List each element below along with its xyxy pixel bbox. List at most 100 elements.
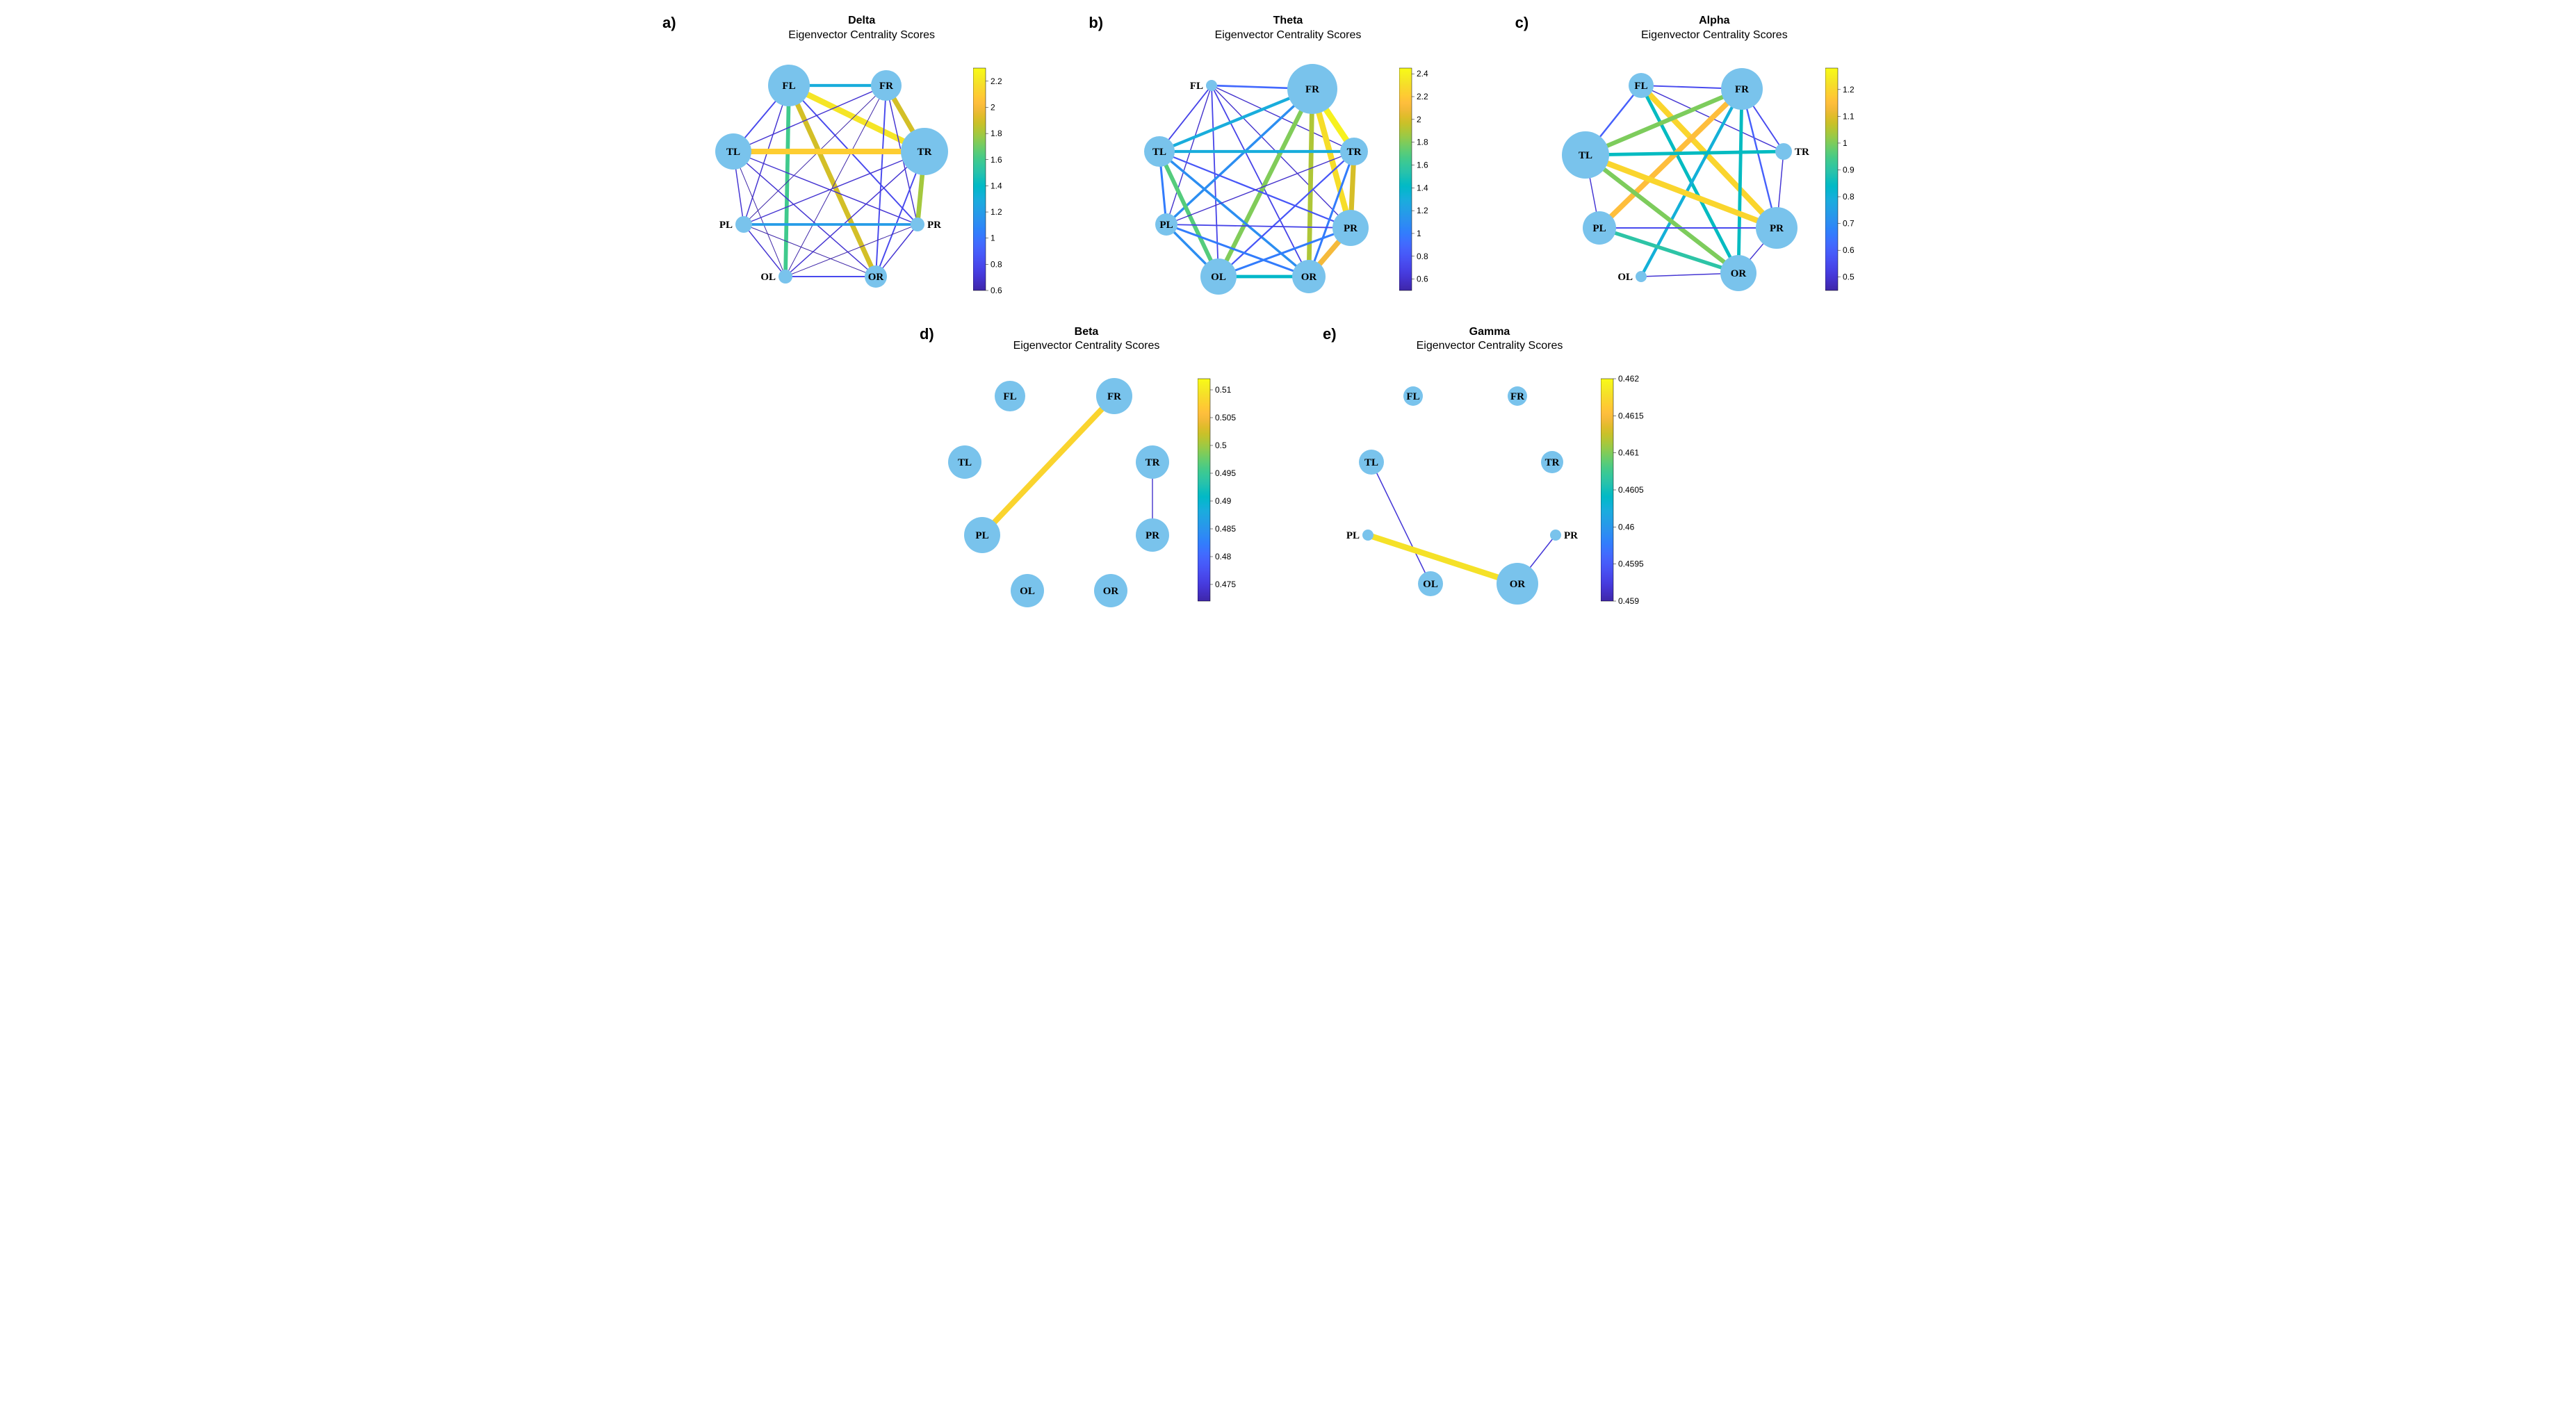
cb-tick-label: 2.4: [1417, 69, 1428, 79]
edge: [744, 151, 924, 224]
node-label: FR: [1305, 84, 1319, 95]
cb-tick-label: 1.8: [991, 129, 1002, 138]
node-label: PL: [719, 220, 732, 231]
cb-tick-label: 0.6: [1843, 245, 1854, 255]
edge: [1641, 85, 1777, 228]
panel-label: e): [1323, 325, 1337, 343]
network-graph: FLFRTLTRPLPROLOR: [1323, 358, 1594, 622]
cb-tick-label: 1.2: [1843, 84, 1854, 94]
edge: [744, 224, 785, 277]
cb-tick-label: 0.505: [1215, 413, 1236, 422]
plot-area: FLFRTLTRPLPROLOR0.60.811.21.41.61.822.22…: [1089, 47, 1487, 311]
cb-tick-label: 1: [1417, 229, 1421, 238]
panel-a: a)DeltaEigenvector Centrality Scores FL FR…: [662, 14, 1061, 311]
cb-tick-label: 0.8: [991, 259, 1002, 269]
panel-d: d)BetaEigenvector Centrality ScoresFLFRT…: [920, 325, 1253, 623]
colorbar: 0.4750.480.4850.490.4950.50.5050.51: [1198, 372, 1253, 608]
edge: [785, 224, 918, 277]
figure-grid: a)DeltaEigenvector Centrality ScoresFLFR…: [662, 14, 1914, 622]
node-label: OR: [1731, 268, 1747, 279]
node-label: PR: [1344, 223, 1358, 234]
network-graph: FLFRTLTRPLPROLOR: [1547, 47, 1818, 311]
node-label: TR: [1146, 457, 1160, 468]
node-label: OL: [1423, 579, 1438, 590]
node-label: PR: [1770, 223, 1784, 234]
panel-titles: GammaEigenvector Centrality Scores: [1323, 325, 1656, 354]
node-label: FL: [1190, 81, 1203, 92]
panel-label: c): [1515, 14, 1529, 32]
band-title: Beta: [920, 325, 1253, 340]
node-label: PL: [1593, 223, 1606, 234]
colorbar: 0.60.811.21.41.61.822.2: [973, 61, 1029, 297]
cb-tick-label: 0.485: [1215, 524, 1236, 534]
colorbar: 0.4590.45950.460.46050.4610.46150.462: [1601, 372, 1656, 608]
cb-tick-label: 2: [1417, 114, 1421, 124]
cb-tick-label: 0.5: [1215, 441, 1227, 450]
plot-area: FLFRTLTRPLPROLOR0.4750.480.4850.490.4950…: [920, 358, 1253, 622]
edge: [1371, 462, 1430, 584]
cb-tick-label: 1: [991, 233, 995, 243]
edge: [1166, 151, 1354, 224]
node-fl: [1206, 80, 1217, 91]
colorbar-rect: [1198, 379, 1210, 601]
cb-tick-label: 1: [1843, 138, 1848, 148]
band-title: Gamma: [1323, 325, 1656, 340]
node-label: TR: [1347, 147, 1362, 158]
subtitle: Eigenvector Centrality Scores: [1515, 28, 1914, 43]
cb-tick-label: 1.2: [991, 207, 1002, 217]
cb-tick-label: 0.51: [1215, 385, 1232, 395]
network-graph: FLFRTLTRPLPROLOR: [920, 358, 1191, 622]
edge: [733, 151, 785, 277]
node-label: TR: [1795, 147, 1809, 158]
node-pr: [911, 218, 924, 231]
cb-tick-label: 1.1: [1843, 111, 1854, 121]
edge: [1738, 89, 1742, 273]
panel-label: d): [920, 325, 934, 343]
node-tr: [1775, 143, 1792, 160]
node-label: PR: [1564, 530, 1578, 541]
cb-tick-label: 1.2: [1417, 206, 1428, 215]
subtitle: Eigenvector Centrality Scores: [1089, 28, 1487, 43]
node-label: OL: [760, 272, 776, 283]
node-label: FR: [1735, 84, 1749, 95]
edge: [1585, 89, 1742, 155]
node-label: PR: [927, 220, 941, 231]
panel-label: a): [662, 14, 676, 32]
edge: [789, 85, 876, 277]
cb-tick-label: 1.6: [1417, 160, 1428, 170]
subtitle: Eigenvector Centrality Scores: [1323, 339, 1656, 354]
node-label: FR: [1510, 391, 1524, 402]
node-label: FR: [879, 81, 893, 92]
subtitle: Eigenvector Centrality Scores: [920, 339, 1253, 354]
node-label: FL: [782, 81, 795, 92]
panel-label: b): [1089, 14, 1103, 32]
cb-tick-label: 0.6: [991, 286, 1002, 295]
cb-tick-label: 0.459: [1618, 596, 1639, 606]
panel-titles: ThetaEigenvector Centrality Scores: [1089, 14, 1487, 43]
band-title: Theta: [1089, 14, 1487, 28]
node-label: TL: [958, 457, 972, 468]
node-label: OL: [1618, 272, 1633, 283]
network-graph: FLFRTLTRPLPROLOR: [1121, 47, 1392, 311]
node-pr: [1550, 530, 1561, 541]
node-label: OR: [867, 272, 883, 283]
panel-titles: DeltaEigenvector Centrality Scores: [662, 14, 1061, 43]
panel-titles: AlphaEigenvector Centrality Scores: [1515, 14, 1914, 43]
node-pl: [1362, 530, 1373, 541]
panel-e: e)GammaEigenvector Centrality ScoresFLFR…: [1323, 325, 1656, 623]
cb-tick-label: 2.2: [1417, 92, 1428, 101]
node-label: PL: [975, 530, 988, 541]
node-label: TL: [1152, 147, 1166, 158]
cb-tick-label: 0.461: [1618, 448, 1639, 458]
colorbar: 0.50.60.70.80.911.11.2: [1825, 61, 1881, 297]
panel-titles: BetaEigenvector Centrality Scores: [920, 325, 1253, 354]
cb-tick-label: 0.7: [1843, 218, 1854, 228]
band-title: Delta: [662, 14, 1061, 28]
edge: [1368, 535, 1517, 584]
cb-tick-label: 0.8: [1843, 192, 1854, 202]
cb-tick-label: 2.2: [991, 76, 1002, 85]
cb-tick-label: 0.6: [1417, 274, 1428, 284]
node-label: OL: [1020, 586, 1035, 597]
plot-area: FLFRTLTRPLPROLOR0.50.60.70.80.911.11.2: [1515, 47, 1914, 311]
band-title: Alpha: [1515, 14, 1914, 28]
